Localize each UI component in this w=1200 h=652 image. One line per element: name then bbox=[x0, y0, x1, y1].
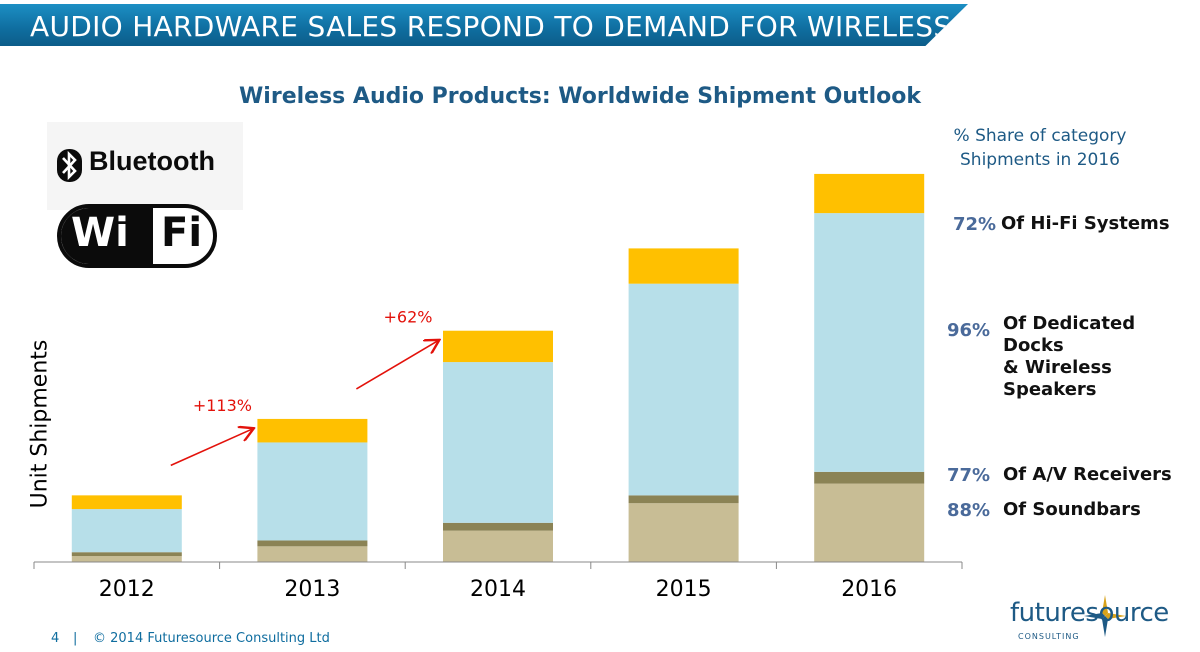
page-number: 4 bbox=[51, 631, 60, 646]
share-pct-hifi: 72% bbox=[953, 214, 997, 235]
bar-2012-series-2 bbox=[71, 509, 182, 553]
bar-2015-series-3 bbox=[628, 248, 739, 284]
share-pct-docks: 96% bbox=[947, 320, 991, 341]
growth-label-1: +62% bbox=[384, 308, 433, 327]
share-label-hifi: Of Hi-Fi Systems bbox=[1001, 213, 1170, 234]
wifi-wordmark-right: Fi bbox=[161, 210, 203, 256]
bluetooth-icon bbox=[57, 149, 82, 182]
company-subtitle: CONSULTING bbox=[1018, 632, 1080, 641]
copyright-text: © 2014 Futuresource Consulting Ltd bbox=[93, 631, 330, 646]
bar-2013-series-3 bbox=[257, 418, 368, 443]
x-tick-label-2012: 2012 bbox=[99, 577, 155, 602]
bar-2015-series-1 bbox=[628, 495, 739, 504]
bar-2012-series-0 bbox=[71, 556, 182, 562]
share-header: % Share of category Shipments in 2016 bbox=[953, 126, 1127, 170]
bar-2016-series-2 bbox=[814, 213, 925, 472]
share-label-soundbars: Of Soundbars bbox=[1003, 499, 1141, 520]
bar-2014-series-0 bbox=[443, 530, 553, 562]
share-label-docks: Of Dedicated Docks & Wireless Speakers bbox=[1003, 313, 1136, 400]
bar-2016-series-3 bbox=[814, 173, 925, 214]
share-pct-receivers: 77% bbox=[947, 465, 991, 486]
chart-title: Wireless Audio Products: Worldwide Shipm… bbox=[239, 84, 921, 109]
footer-separator: | bbox=[73, 631, 78, 646]
bar-2015-series-2 bbox=[628, 283, 739, 496]
growth-label-0: +113% bbox=[193, 396, 252, 415]
company-wordmark: futuresource bbox=[1010, 598, 1169, 628]
bar-2016-series-1 bbox=[814, 471, 925, 484]
x-tick-label-2014: 2014 bbox=[470, 577, 526, 602]
bluetooth-logo: Bluetooth bbox=[47, 122, 243, 210]
bar-2015-series-0 bbox=[628, 503, 739, 562]
slide-title: AUDIO HARDWARE SALES RESPOND TO DEMAND F… bbox=[30, 10, 952, 43]
growth-arrow-1 bbox=[355, 341, 438, 390]
growth-arrow-0 bbox=[170, 429, 253, 467]
bar-2014-series-1 bbox=[443, 522, 553, 531]
bar-2013-series-0 bbox=[257, 546, 368, 562]
bar-2012-series-3 bbox=[71, 495, 182, 510]
bar-2013-series-2 bbox=[257, 442, 368, 541]
x-tick-label-2013: 2013 bbox=[284, 577, 340, 602]
bar-2014-series-3 bbox=[443, 330, 553, 363]
star-icon bbox=[1084, 595, 1126, 637]
bluetooth-wordmark: Bluetooth bbox=[89, 146, 215, 176]
bar-2014-series-2 bbox=[443, 362, 553, 523]
futuresource-logo: futuresource CONSULTING bbox=[1010, 594, 1170, 646]
share-pct-soundbars: 88% bbox=[947, 500, 991, 521]
bar-2012-series-1 bbox=[71, 552, 182, 557]
title-banner: AUDIO HARDWARE SALES RESPOND TO DEMAND F… bbox=[0, 4, 968, 46]
bar-2013-series-1 bbox=[257, 540, 368, 547]
x-tick-label-2015: 2015 bbox=[656, 577, 712, 602]
wifi-logo: Wi Fi bbox=[57, 204, 217, 268]
bar-2016-series-0 bbox=[814, 483, 925, 562]
wifi-wordmark-left: Wi bbox=[71, 210, 129, 256]
share-label-receivers: Of A/V Receivers bbox=[1003, 464, 1172, 485]
x-tick-label-2016: 2016 bbox=[841, 577, 897, 602]
